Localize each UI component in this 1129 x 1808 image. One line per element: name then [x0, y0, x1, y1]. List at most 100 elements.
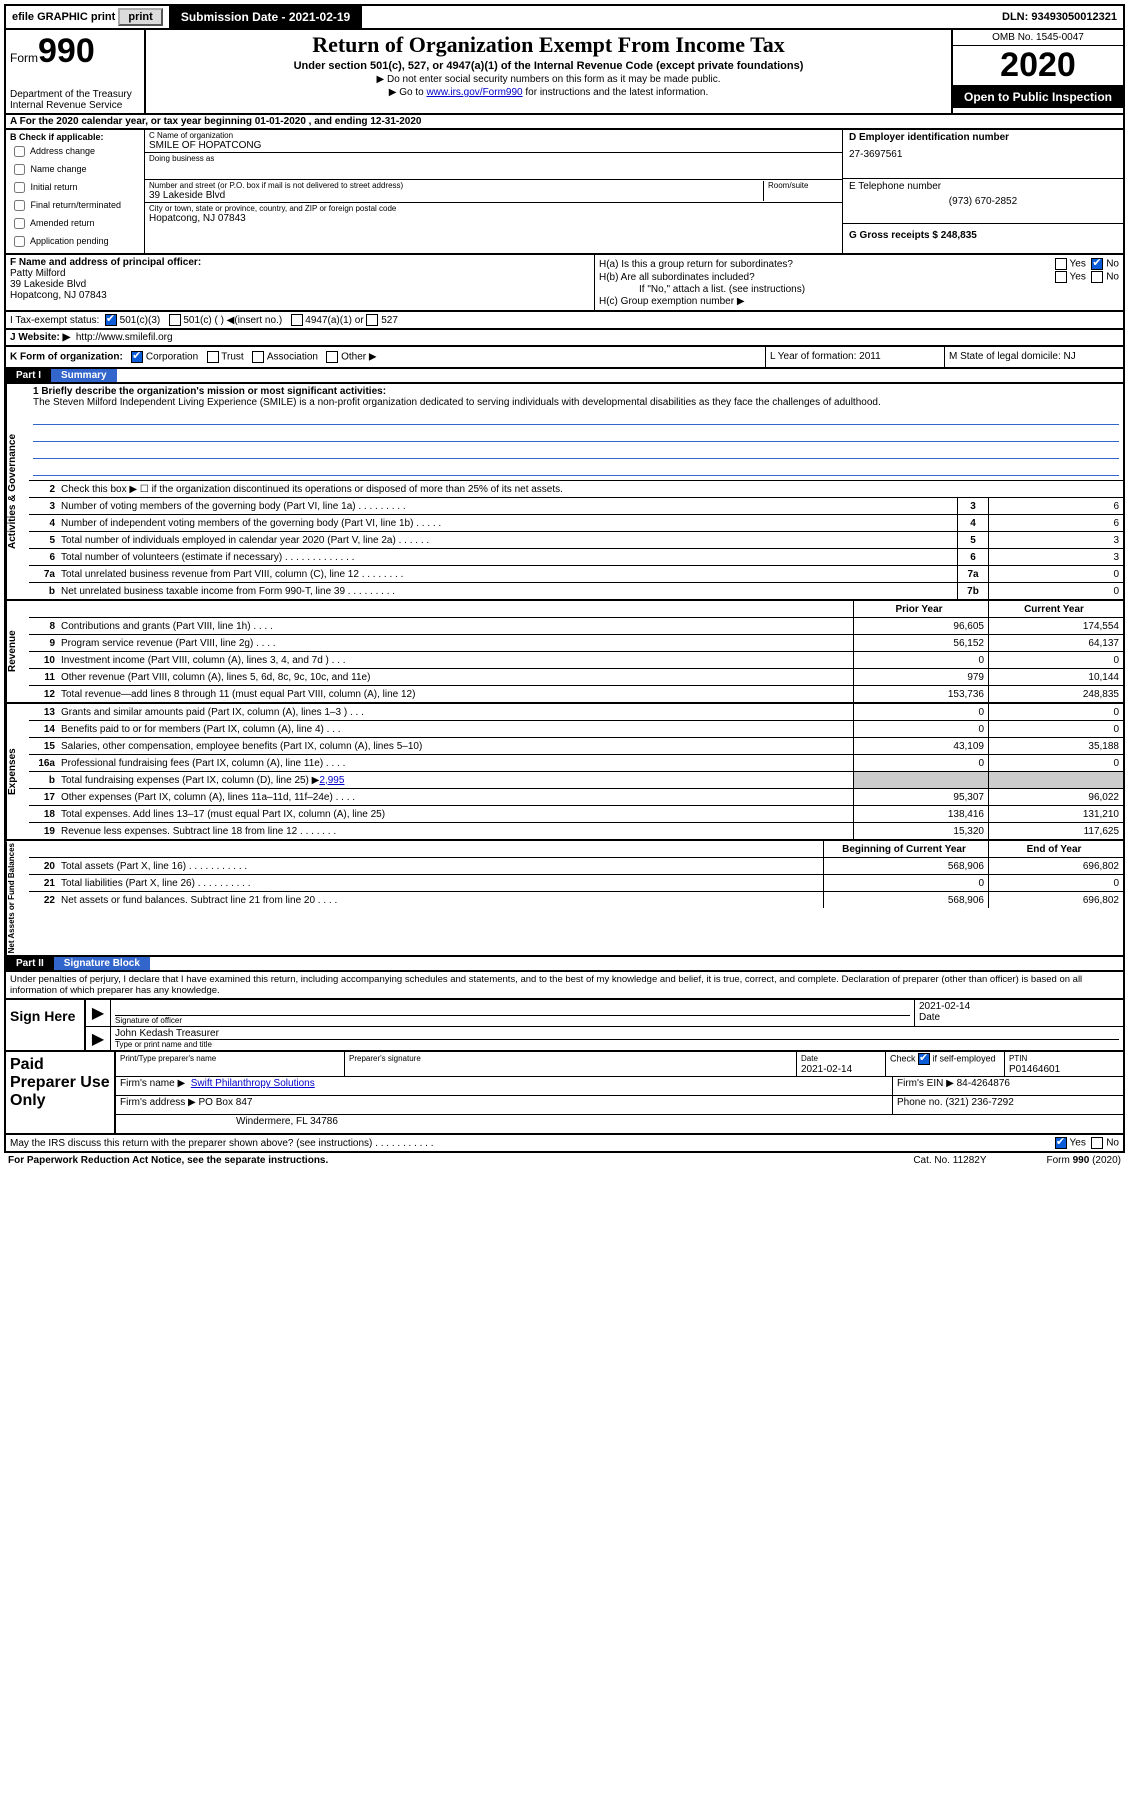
dept-treasury: Department of the Treasury [10, 89, 140, 100]
cy-10: 0 [988, 652, 1123, 668]
note-link: ▶ Go to www.irs.gov/Form990 for instruct… [150, 87, 947, 98]
firm-addr2: Windermere, FL 34786 [116, 1115, 1123, 1133]
py-13: 0 [853, 704, 988, 720]
col-c-org: C Name of organization SMILE OF HOPATCON… [145, 130, 842, 253]
b-title: B Check if applicable: [10, 132, 104, 142]
irs-link[interactable]: www.irs.gov/Form990 [426, 87, 522, 98]
cy-12: 248,835 [988, 686, 1123, 702]
hdr-eoy: End of Year [988, 841, 1123, 857]
chk-final[interactable]: Final return/terminated [10, 197, 140, 214]
officer-city: Hopatcong, NJ 07843 [10, 290, 590, 301]
officer-name: Patty Milford [10, 268, 590, 279]
eoy-21: 0 [988, 875, 1123, 891]
firm-addr-label: Firm's address ▶ [120, 1097, 196, 1108]
side-revenue: Revenue [6, 601, 29, 702]
val-4: 6 [988, 515, 1123, 531]
cy-13: 0 [988, 704, 1123, 720]
k-form-org: K Form of organization: Corporation Trus… [6, 347, 765, 367]
footer-form: Form 990 (2020) [1047, 1155, 1121, 1166]
row-a-tax-year: A For the 2020 calendar year, or tax yea… [4, 115, 1125, 130]
discuss-yes: Yes [1070, 1138, 1086, 1149]
form-subtitle: Under section 501(c), 527, or 4947(a)(1)… [150, 60, 947, 72]
block-activities-governance: Activities & Governance 1 Briefly descri… [4, 384, 1125, 601]
ein-label: D Employer identification number [849, 132, 1009, 143]
mission-text: The Steven Milford Independent Living Ex… [33, 397, 1119, 408]
street-value: 39 Lakeside Blvd [149, 190, 763, 201]
print-button[interactable]: print [118, 8, 162, 26]
i-label: I Tax-exempt status: [10, 315, 99, 326]
top-bar: efile GRAPHIC print print Submission Dat… [4, 4, 1125, 30]
arrow-icon: ▶ [86, 1027, 111, 1050]
h-b-note: If "No," attach a list. (see instruction… [599, 284, 1119, 295]
paid-preparer-label: Paid Preparer Use Only [6, 1052, 116, 1133]
side-expenses: Expenses [6, 704, 29, 839]
firm-name-link[interactable]: Swift Philanthropy Solutions [191, 1078, 315, 1089]
part-ii-tab: Part II [6, 957, 54, 970]
part-i-name: Summary [51, 369, 117, 382]
line-7a: Total unrelated business revenue from Pa… [59, 568, 957, 581]
city-value: Hopatcong, NJ 07843 [149, 213, 838, 224]
footer-left: For Paperwork Reduction Act Notice, see … [8, 1155, 328, 1166]
hdr-prior-year: Prior Year [853, 601, 988, 617]
room-label: Room/suite [768, 181, 838, 190]
shade-16b-1 [853, 772, 988, 788]
val-7b: 0 [988, 583, 1123, 599]
phone-value: (973) 670-2852 [849, 196, 1117, 207]
col-b-checkboxes: B Check if applicable: Address change Na… [6, 130, 145, 253]
part-i-tab: Part I [6, 369, 51, 382]
part-ii-name: Signature Block [54, 957, 150, 970]
cy-11: 10,144 [988, 669, 1123, 685]
line-15: Salaries, other compensation, employee b… [59, 740, 853, 753]
chk-initial[interactable]: Initial return [10, 179, 140, 196]
py-18: 138,416 [853, 806, 988, 822]
part-ii-header: Part II Signature Block [4, 957, 1125, 972]
section-f-h: F Name and address of principal officer:… [4, 255, 1125, 312]
section-b-to-g: B Check if applicable: Address change Na… [4, 130, 1125, 255]
hdr-current-year: Current Year [988, 601, 1123, 617]
h-a: H(a) Is this a group return for subordin… [599, 258, 1119, 270]
line-8: Contributions and grants (Part VIII, lin… [59, 620, 853, 633]
py-17: 95,307 [853, 789, 988, 805]
line-10: Investment income (Part VIII, column (A)… [59, 654, 853, 667]
cy-9: 64,137 [988, 635, 1123, 651]
phone-label: E Telephone number [849, 181, 1117, 192]
part-i-header: Part I Summary [4, 369, 1125, 384]
discuss-row: May the IRS discuss this return with the… [4, 1135, 1125, 1153]
py-14: 0 [853, 721, 988, 737]
fundraising-link[interactable]: 2,995 [319, 775, 344, 786]
ptin-label: PTIN [1009, 1054, 1027, 1063]
chk-address[interactable]: Address change [10, 143, 140, 160]
block-revenue: Revenue Prior YearCurrent Year 8Contribu… [4, 601, 1125, 704]
py-8: 96,605 [853, 618, 988, 634]
eoy-22: 696,802 [988, 892, 1123, 908]
val-3: 6 [988, 498, 1123, 514]
side-activities: Activities & Governance [6, 384, 29, 599]
paid-preparer-block: Paid Preparer Use Only Print/Type prepar… [4, 1052, 1125, 1135]
gross-receipts: G Gross receipts $ 248,835 [849, 230, 977, 241]
col-d-e-g: D Employer identification number 27-3697… [842, 130, 1123, 253]
chk-amended[interactable]: Amended return [10, 215, 140, 232]
city-label: City or town, state or province, country… [149, 204, 838, 213]
print-name-label: Type or print name and title [115, 1039, 1119, 1049]
py-9: 56,152 [853, 635, 988, 651]
chk-application[interactable]: Application pending [10, 233, 140, 250]
firm-phone: (321) 236-7292 [945, 1097, 1013, 1108]
firm-name-label: Firm's name ▶ [120, 1078, 185, 1089]
cy-8: 174,554 [988, 618, 1123, 634]
line-21: Total liabilities (Part X, line 26) . . … [59, 877, 823, 890]
sign-here-label: Sign Here [6, 1000, 86, 1050]
bcy-22: 568,906 [823, 892, 988, 908]
val-6: 3 [988, 549, 1123, 565]
officer-street: 39 Lakeside Blvd [10, 279, 590, 290]
firm-addr1: PO Box 847 [199, 1097, 253, 1108]
chk-name[interactable]: Name change [10, 161, 140, 178]
prep-self-emp: Check if self-employed [886, 1052, 1005, 1076]
line-11: Other revenue (Part VIII, column (A), li… [59, 671, 853, 684]
block-expenses: Expenses 13Grants and similar amounts pa… [4, 704, 1125, 841]
prep-date: 2021-02-14 [801, 1064, 852, 1075]
bcy-20: 568,906 [823, 858, 988, 874]
signature-declaration: Under penalties of perjury, I declare th… [4, 972, 1125, 1000]
firm-ein: 84-4264876 [957, 1078, 1010, 1089]
org-name: SMILE OF HOPATCONG [149, 140, 838, 151]
line-14: Benefits paid to or for members (Part IX… [59, 723, 853, 736]
